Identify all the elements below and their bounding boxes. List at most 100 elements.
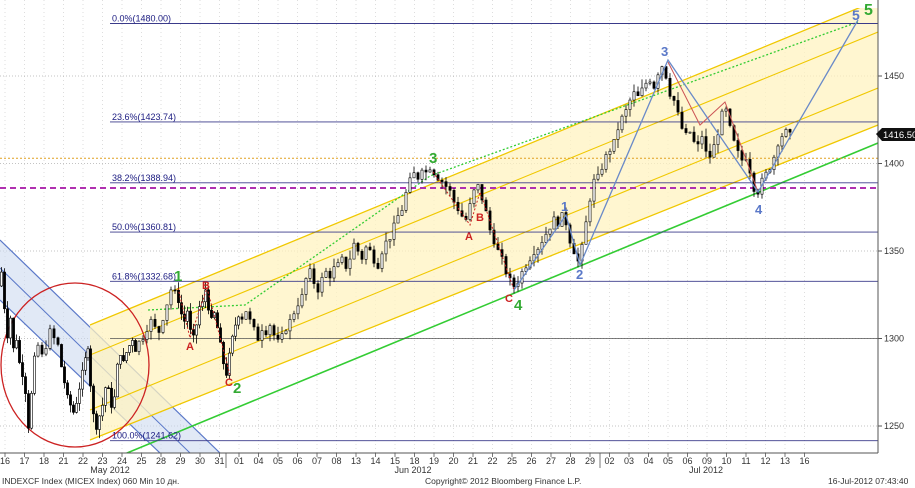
- x-tick-label: 03: [624, 456, 634, 466]
- candle-body: [169, 289, 173, 306]
- candle-body: [492, 229, 496, 245]
- x-tick-label: 06: [292, 456, 302, 466]
- price-candles: [0, 65, 792, 439]
- candle-body: [95, 413, 98, 430]
- candle-body: [52, 328, 56, 339]
- x-axis: 16 17 18 21 22 23 24 25 28 29 30 31 01 04 05 06 07 08 13 14…: [0, 453, 810, 475]
- candle-body: [708, 150, 712, 158]
- wave-label-blue-5: 5: [852, 7, 860, 23]
- candle-body: [92, 385, 95, 415]
- candle-body: [440, 179, 444, 182]
- candle-body: [69, 394, 72, 406]
- candle-body: [340, 256, 344, 263]
- candle-body: [644, 82, 648, 89]
- candle-body: [720, 110, 724, 136]
- wave-label-blue-2: 2: [576, 267, 583, 282]
- candle-body: [24, 376, 27, 394]
- candle-body: [264, 330, 268, 336]
- x-tick-label: 14: [370, 456, 380, 466]
- candle-body: [240, 316, 244, 320]
- red-wave-line: [667, 61, 759, 193]
- candle-body: [44, 348, 48, 355]
- x-tick-label: 29: [175, 456, 185, 466]
- candle-body: [600, 168, 604, 175]
- x-tick-label: 01: [234, 456, 244, 466]
- x-tick-label: 25: [136, 456, 146, 466]
- candle-body: [284, 330, 288, 334]
- candle-body: [125, 352, 128, 361]
- candle-body: [404, 192, 408, 211]
- fib-level-label: 0.0%(1480.00): [112, 14, 171, 24]
- candle-body: [161, 320, 165, 333]
- candle-body: [636, 91, 640, 96]
- blue-channel-lower-line: [0, 299, 161, 453]
- x-tick-label: 04: [643, 456, 653, 466]
- candle-body: [344, 256, 348, 269]
- candle-body: [316, 283, 320, 293]
- candle-body: [292, 313, 296, 320]
- wave-label-red-a-1: A: [186, 341, 194, 353]
- candle-body: [268, 325, 272, 336]
- wave-label-green-4: 4: [514, 297, 523, 314]
- candle-body: [616, 129, 620, 140]
- candle-body: [183, 313, 186, 322]
- candle-body: [300, 294, 304, 307]
- y-tick-label: 1300: [884, 334, 904, 344]
- candle-body: [468, 203, 472, 220]
- candle-body: [296, 305, 300, 315]
- y-tick-label: 1400: [884, 159, 904, 169]
- candle-body: [364, 246, 368, 260]
- x-tick-label: 16: [0, 456, 10, 466]
- candle-body: [548, 228, 552, 235]
- blue-wave-path: [513, 19, 859, 291]
- candle-body: [81, 369, 84, 390]
- wave-label-blue-3: 3: [661, 44, 668, 59]
- candle-body: [30, 392, 33, 429]
- candle-body: [736, 140, 740, 151]
- candle-body: [472, 189, 476, 204]
- x-tick-label: 31: [214, 456, 224, 466]
- candle-body: [63, 366, 66, 384]
- x-tick-label: 19: [429, 456, 439, 466]
- fib-level-label: 38.2%(1388.94): [112, 173, 176, 183]
- candle-body: [78, 388, 81, 404]
- candle-body: [272, 325, 276, 336]
- candle-body: [408, 177, 412, 193]
- wave-label-green-1: 1: [174, 268, 182, 285]
- x-tick-label: 18: [39, 456, 49, 466]
- x-tick-label: 28: [156, 456, 166, 466]
- wave-label-green-2: 2: [233, 380, 241, 397]
- fib-level-label: 100.0%(1241.62): [112, 431, 181, 441]
- x-tick-label: 24: [117, 456, 127, 466]
- x-month-label: Jul 2012: [689, 465, 723, 475]
- footer-timestamp: 16-Jul-2012 07:43:40: [828, 476, 909, 486]
- x-month-label: May 2012: [90, 465, 130, 475]
- x-tick-label: 27: [546, 456, 556, 466]
- x-tick-label: 22: [78, 456, 88, 466]
- candle-body: [98, 415, 101, 430]
- candle-body: [664, 66, 668, 79]
- x-tick-label: 09: [702, 456, 712, 466]
- candle-body: [696, 141, 700, 145]
- candle-body: [680, 111, 684, 129]
- candle-body: [524, 267, 528, 272]
- candle-body: [234, 324, 237, 337]
- candle-body: [552, 216, 556, 230]
- wave-label-red-a-2: A: [465, 231, 473, 243]
- candle-body: [620, 115, 624, 131]
- x-tick-label: 08: [331, 456, 341, 466]
- candle-body: [248, 311, 252, 320]
- x-tick-label: 10: [721, 456, 731, 466]
- candle-body: [231, 335, 234, 354]
- candle-body: [544, 233, 548, 243]
- candle-body: [460, 210, 464, 217]
- candle-body: [448, 186, 452, 191]
- x-tick-label: 13: [351, 456, 361, 466]
- candle-body: [145, 331, 149, 340]
- candle-body: [592, 178, 596, 202]
- candle-body: [137, 340, 141, 352]
- candle-body: [640, 87, 644, 96]
- candle-body: [652, 81, 656, 89]
- x-tick-label: 04: [253, 456, 263, 466]
